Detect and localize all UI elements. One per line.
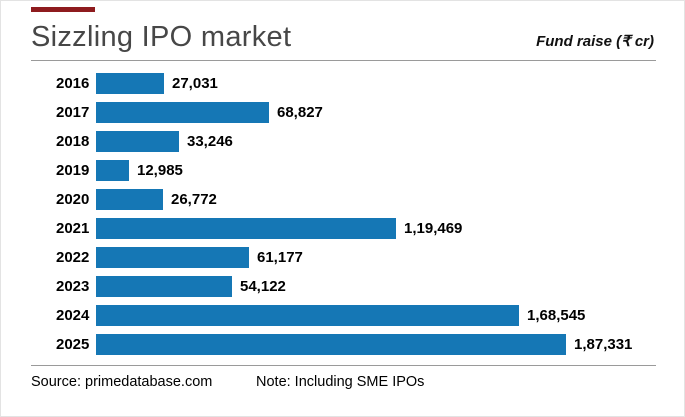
header-divider — [31, 60, 656, 61]
bar-row: 2023 54,122 — [56, 272, 684, 301]
value-label: 1,87,331 — [574, 336, 633, 353]
value-label: 26,772 — [171, 191, 217, 208]
value-label: 1,68,545 — [527, 307, 586, 324]
bar — [96, 276, 232, 297]
bar — [96, 247, 249, 268]
bar-row: 2021 1,19,469 — [56, 214, 684, 243]
bar — [96, 305, 519, 326]
chart-header: Sizzling IPO market Fund raise (₹ cr) — [1, 1, 684, 60]
bar-row: 2020 26,772 — [56, 185, 684, 214]
bar-row: 2019 12,985 — [56, 156, 684, 185]
bar — [96, 334, 566, 355]
year-label: 2023 — [56, 278, 90, 295]
bar-row: 2016 27,031 — [56, 69, 684, 98]
accent-bar — [31, 7, 95, 12]
year-label: 2018 — [56, 133, 90, 150]
bar-row: 2022 61,177 — [56, 243, 684, 272]
bar-chart: 2016 27,031 2017 68,827 2018 33,246 2019 12,985… — [1, 61, 684, 365]
bar-row: 2024 1,68,545 — [56, 301, 684, 330]
value-label: 27,031 — [172, 75, 218, 92]
bar-row: 2018 33,246 — [56, 127, 684, 156]
unit-label: Fund raise (₹ cr) — [536, 33, 654, 50]
year-label: 2016 — [56, 75, 90, 92]
bar — [96, 189, 163, 210]
bar — [96, 131, 179, 152]
bar — [96, 218, 396, 239]
year-label: 2022 — [56, 249, 90, 266]
value-label: 68,827 — [277, 104, 323, 121]
year-label: 2024 — [56, 307, 90, 324]
bar — [96, 73, 164, 94]
value-label: 33,246 — [187, 133, 233, 150]
year-label: 2017 — [56, 104, 90, 121]
bar — [96, 102, 269, 123]
bar-row: 2025 1,87,331 — [56, 330, 684, 359]
footer-divider — [31, 365, 656, 366]
value-label: 54,122 — [240, 278, 286, 295]
year-label: 2020 — [56, 191, 90, 208]
chart-title: Sizzling IPO market — [31, 21, 292, 53]
value-label: 12,985 — [137, 162, 183, 179]
bar — [96, 160, 129, 181]
source-label: Source: primedatabase.com — [31, 374, 213, 390]
year-label: 2021 — [56, 220, 90, 237]
bar-row: 2017 68,827 — [56, 98, 684, 127]
year-label: 2019 — [56, 162, 90, 179]
note-label: Note: Including SME IPOs — [256, 374, 425, 390]
year-label: 2025 — [56, 336, 90, 353]
chart-footer: Source: primedatabase.com Note: Includin… — [1, 366, 684, 390]
value-label: 1,19,469 — [404, 220, 463, 237]
value-label: 61,177 — [257, 249, 303, 266]
